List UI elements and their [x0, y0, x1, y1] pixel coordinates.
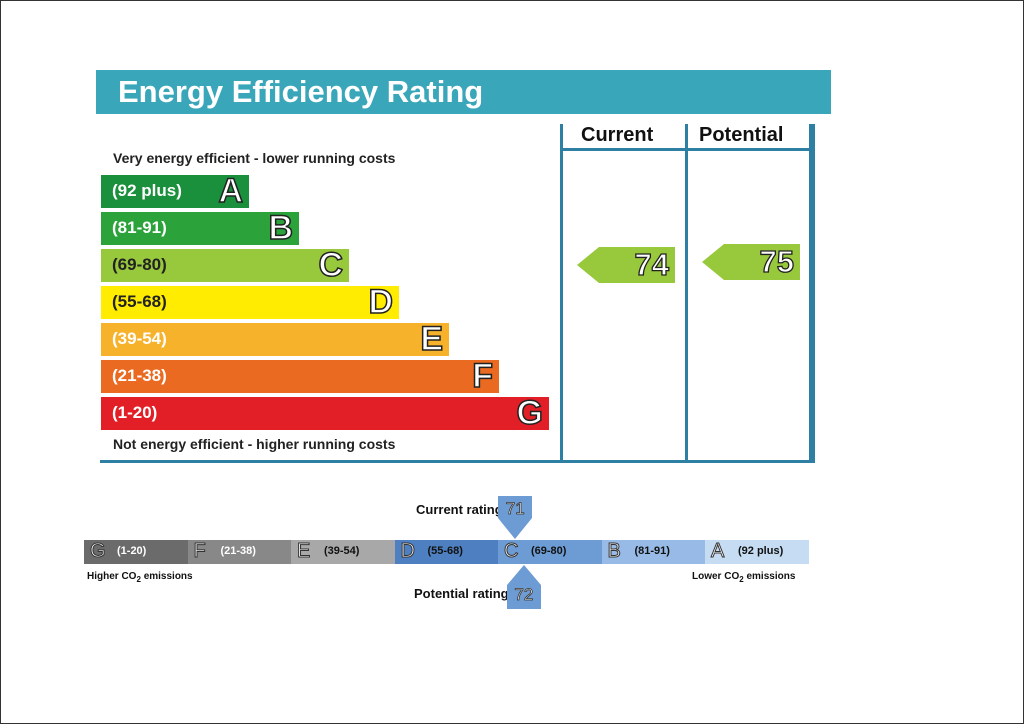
co2-segment-range: (39-54)	[324, 545, 360, 557]
column-header-divider	[560, 148, 812, 151]
band-b: (81-91) B	[101, 208, 299, 248]
current-co2-value: 71	[505, 499, 525, 519]
band-letter: A	[218, 171, 244, 211]
band-letter: B	[268, 208, 294, 248]
band-letter: E	[420, 319, 444, 359]
band-a: (92 plus) A	[101, 171, 249, 211]
current-column-header: Current	[581, 124, 654, 146]
lower-co2-label: Lower CO2 emissions	[692, 571, 796, 584]
potential-co2-marker-polygon	[506, 565, 541, 609]
co2-segment-letter: G	[90, 540, 107, 563]
co2-segment-g: G (1-20)	[84, 540, 188, 564]
co2-segment-letter: B	[607, 540, 621, 563]
co2-segment-range: (21-38)	[220, 545, 256, 557]
current-rating-value: 74	[634, 246, 670, 282]
band-range-label: (1-20)	[112, 403, 158, 422]
potential-co2-value: 72	[514, 585, 534, 605]
band-range-label: (55-68)	[112, 292, 167, 311]
co2-segment-d: D (55-68)	[394, 540, 498, 564]
potential-co2-marker-shape	[506, 565, 541, 609]
current-co2-marker-polygon	[498, 496, 533, 539]
co2-segment-c: C (69-80)	[498, 540, 602, 564]
current-arrow-polygon	[577, 247, 675, 283]
potential-arrow-shape	[702, 244, 800, 280]
band-g: (1-20) G	[101, 393, 549, 433]
potential-co2-marker: 72	[506, 565, 541, 609]
band-letter: C	[318, 245, 344, 285]
band-c: (69-80) C	[101, 245, 349, 285]
band-d: (55-68) D	[101, 282, 399, 322]
co2-segment-letter: D	[400, 540, 415, 563]
current-column-left-border	[560, 124, 563, 463]
chart-title: Energy Efficiency Rating	[118, 74, 484, 109]
band-f: (21-38) F	[101, 356, 499, 396]
co2-segment-range: (69-80)	[531, 545, 567, 557]
co2-segment-b: B (81-91)	[601, 540, 705, 564]
band-e: (39-54) E	[101, 319, 449, 359]
potential-rating-arrow: 75	[702, 243, 800, 280]
higher-co2-label: Higher CO2 emissions	[87, 571, 193, 584]
chart-frame	[100, 124, 815, 463]
band-range-label: (81-91)	[112, 218, 167, 237]
co2-segment-range: (1-20)	[117, 545, 147, 557]
co2-segment-range: (55-68)	[427, 545, 463, 557]
current-co2-marker: 71	[498, 496, 533, 540]
co2-segment-letter: E	[296, 540, 311, 563]
potential-rating-value: 75	[759, 243, 795, 279]
potential-column-header: Potential	[699, 124, 784, 146]
band-range-label: (39-54)	[112, 329, 167, 348]
co2-rating-bar: G (1-20) F (21-38) E (39-54) D (55-68) C (69-80) B…	[84, 540, 809, 564]
band-letter: D	[368, 282, 394, 322]
current-rating-label: Current rating	[416, 502, 503, 517]
co2-segment-range: (92 plus)	[738, 545, 784, 557]
current-co2-marker-shape	[498, 496, 533, 539]
co2-segment-letter: C	[503, 540, 519, 563]
title-bar: Energy Efficiency Rating	[96, 70, 831, 114]
band-range-label: (92 plus)	[112, 181, 182, 200]
top-caption: Very energy efficient - lower running co…	[113, 150, 396, 166]
potential-column-left-border	[685, 124, 688, 463]
band-range-label: (21-38)	[112, 366, 167, 385]
co2-segment-letter: A	[710, 540, 725, 563]
co2-segment-a: A (92 plus)	[705, 540, 809, 564]
band-range-label: (69-80)	[112, 255, 167, 274]
band-letter: G	[516, 393, 544, 433]
band-letter: F	[471, 356, 493, 396]
potential-arrow-polygon	[702, 244, 800, 280]
current-arrow-shape	[577, 247, 675, 283]
co2-segment-e: E (39-54)	[291, 540, 395, 564]
co2-segment-letter: F	[193, 540, 206, 563]
co2-segment-f: F (21-38)	[187, 540, 291, 564]
bottom-caption: Not energy efficient - higher running co…	[113, 436, 396, 452]
co2-segment-range: (81-91)	[634, 545, 670, 557]
potential-column-right-border	[809, 124, 812, 463]
current-rating-arrow: 74	[577, 246, 675, 283]
potential-rating-label: Potential rating	[414, 586, 509, 601]
